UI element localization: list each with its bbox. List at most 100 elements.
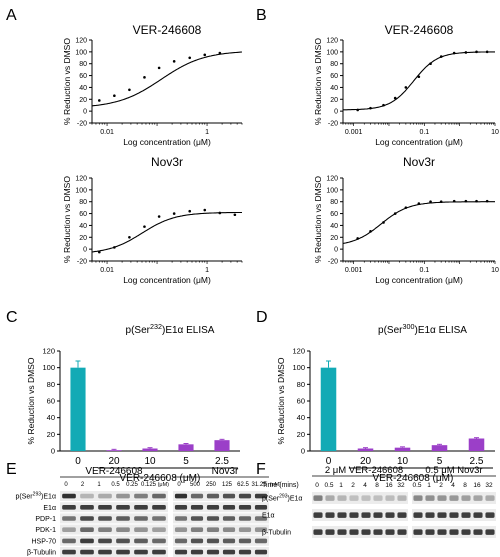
blot-f-g2-band	[425, 529, 435, 535]
blot-f-g1-band	[313, 495, 323, 501]
blot-e-g1-bg	[60, 524, 168, 535]
blot-f-lane-label: 2	[351, 482, 355, 489]
blot-f-g1-band	[373, 512, 383, 518]
blot-e-lane-label: 250	[206, 482, 217, 488]
blot-e-g1-bg	[60, 513, 168, 524]
blot-f-g1-band	[373, 495, 383, 501]
chart-title-pre: p(Ser	[378, 325, 403, 336]
x-axis-label: Log concentration (μM)	[123, 137, 211, 147]
blot-e-g1-band	[152, 549, 166, 555]
bar	[320, 367, 337, 451]
y-tick-label: -20	[328, 259, 338, 266]
panel-label-d: D	[256, 309, 268, 326]
blot-f-lane-label: 32	[485, 482, 493, 489]
data-point	[393, 212, 397, 215]
x-tick-label: 10	[397, 456, 409, 467]
blot-e-g1-band	[134, 493, 148, 499]
blot-e-g2-band	[254, 538, 268, 544]
y-tick-label: 20	[79, 235, 87, 242]
blot-e-g2-bg	[173, 524, 269, 535]
blot-f-row-label-pre: E1α	[262, 512, 275, 519]
y-tick-label: 40	[79, 223, 87, 230]
data-point	[417, 202, 421, 205]
data-point	[475, 199, 478, 203]
blot-f-lane-label: 32	[397, 482, 405, 489]
blot-e-g1-band	[152, 505, 166, 510]
chart-title-post: )E1α ELISA	[162, 325, 215, 336]
blot-e-g1-band	[134, 538, 148, 544]
data-point	[172, 212, 176, 215]
y-tick-label: 60	[79, 73, 87, 80]
x-tick-label: 2.5	[470, 456, 484, 467]
panel-label-f: F	[256, 461, 266, 478]
blot-f-g2-band	[437, 529, 447, 535]
blot-e-g1-bg	[60, 491, 168, 501]
blot-e-g1-band	[134, 505, 148, 510]
blot-e-g1-band	[116, 505, 130, 510]
blot-e-g1-band	[152, 493, 166, 499]
blot-e-g2-band	[174, 549, 188, 555]
blot-f-g1-band	[361, 529, 371, 535]
blot-f-g1-band	[397, 512, 407, 518]
blot-e-row-label-pre: β-Tubulin	[27, 550, 56, 557]
y-tick-label: 20	[330, 235, 338, 242]
x-tick-label: 0.1	[419, 129, 429, 136]
blot-e-g1-bg	[60, 535, 168, 546]
y-tick-label: 100	[75, 49, 87, 56]
blot-e-g2-band	[222, 516, 236, 521]
y-tick-label: 20	[79, 97, 87, 104]
data-point	[233, 213, 237, 217]
blot-e-group1-label: VER-246608	[85, 466, 143, 477]
y-tick-label: 60	[47, 397, 55, 406]
blot-e-g1-band	[152, 516, 166, 521]
chart-title-sup: 232	[150, 322, 162, 331]
blot-e-g1-band	[62, 493, 76, 499]
blot-f-g1-band	[373, 529, 383, 535]
blot-e-g1-band	[116, 493, 130, 499]
y-tick-label: 60	[79, 211, 87, 218]
blot-f-row-label-pre: β-Tubulin	[262, 529, 291, 536]
data-point	[404, 206, 408, 209]
blot-e-g1-bg	[60, 502, 168, 513]
data-point	[203, 208, 207, 212]
bar	[431, 445, 448, 451]
blot-f-row-label: E1α	[262, 512, 275, 519]
blot-e-g1-bg	[60, 547, 168, 557]
y-tick-label: 20	[297, 430, 305, 439]
blot-e-g1-band	[62, 527, 76, 532]
y-tick-label: 0	[51, 447, 55, 456]
blot-f-lane-label: 4	[451, 482, 455, 489]
y-tick-label: 0	[83, 247, 87, 254]
x-tick-label: 10	[491, 129, 499, 136]
blot-f-g1-band	[325, 529, 335, 535]
blot-f-g1-band	[349, 529, 359, 535]
blot-e-g2-band	[254, 549, 268, 555]
blot-e-g2-band	[174, 505, 188, 510]
blot-f-g1-band	[337, 495, 347, 501]
data-point	[98, 250, 101, 254]
y-tick-label: 80	[79, 61, 87, 68]
bar	[178, 444, 194, 451]
x-axis-label: VER-246608 (μM)	[120, 473, 201, 484]
blot-f-g1-band	[349, 495, 359, 501]
y-tick-label: 80	[330, 61, 338, 68]
chart-title-pre: p(Ser	[126, 325, 151, 336]
x-tick-label: 0.1	[419, 267, 429, 274]
data-point	[452, 199, 456, 203]
y-tick-label: 60	[330, 73, 338, 80]
y-axis-label: % Reduction vs DMSO	[62, 176, 72, 263]
data-point	[143, 225, 146, 228]
data-point	[485, 50, 489, 54]
blot-e-lane-label: 2	[81, 482, 85, 488]
chart-title: Nov3r	[403, 155, 435, 169]
blot-e-g2-bg	[173, 491, 269, 501]
blot-f-g1-band	[337, 512, 347, 518]
blot-e-g1-band	[80, 549, 94, 555]
blot-e-row-label: HSP-70	[31, 538, 56, 545]
blot-f-g2-band	[485, 529, 495, 535]
y-tick-label: 80	[297, 380, 305, 389]
data-point	[356, 237, 359, 240]
